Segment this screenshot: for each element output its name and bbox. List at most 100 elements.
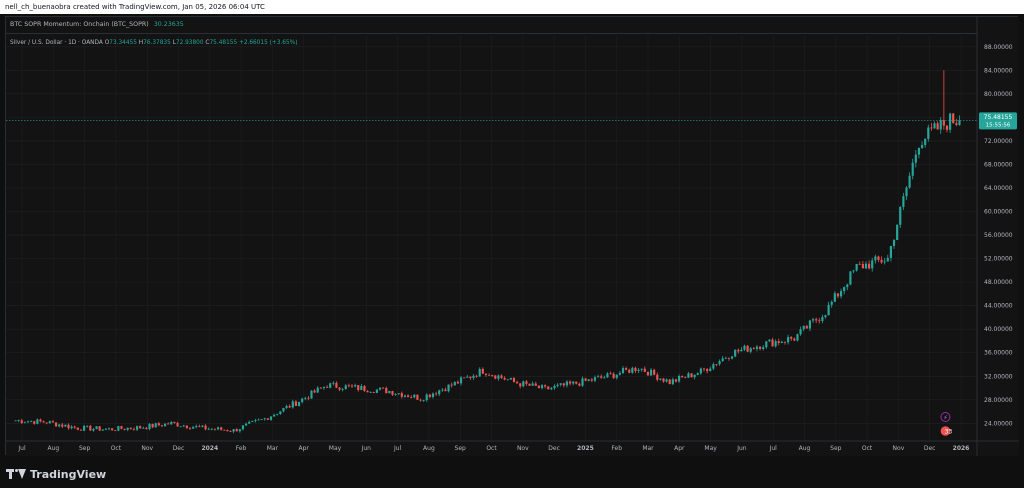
candle-body[interactable] (606, 373, 609, 378)
candle-body[interactable] (120, 426, 123, 429)
candle-body[interactable] (310, 390, 313, 399)
candle-body[interactable] (556, 384, 559, 387)
candle-body[interactable] (942, 120, 945, 126)
candle-body[interactable] (20, 420, 23, 423)
candle-body[interactable] (378, 387, 382, 390)
candle-body[interactable] (347, 385, 350, 387)
candle-body[interactable] (643, 368, 646, 372)
candle-body[interactable] (858, 263, 861, 265)
candle-body[interactable] (612, 373, 615, 378)
candle-body[interactable] (687, 373, 690, 378)
candle-body[interactable] (316, 387, 319, 393)
candle-body[interactable] (160, 425, 164, 427)
candle-body[interactable] (185, 425, 188, 428)
candle-body[interactable] (886, 257, 889, 262)
candle-body[interactable] (70, 426, 73, 429)
candle-body[interactable] (95, 426, 98, 429)
candle-body[interactable] (593, 377, 597, 381)
candle-body[interactable] (774, 341, 777, 347)
candle-body[interactable] (668, 379, 671, 385)
candle-body[interactable] (528, 383, 531, 386)
candle-body[interactable] (777, 341, 780, 343)
candle-body[interactable] (154, 423, 157, 428)
candle-body[interactable] (391, 391, 394, 395)
tradingview-logo[interactable]: TradingView (6, 467, 106, 481)
candle-body[interactable] (600, 376, 603, 378)
candle-body[interactable] (64, 424, 67, 427)
candle-body[interactable] (188, 427, 192, 429)
candle-body[interactable] (413, 394, 416, 398)
candle-body[interactable] (637, 369, 640, 371)
candle-body[interactable] (727, 357, 731, 359)
candle-body[interactable] (596, 376, 600, 378)
candle-body[interactable] (905, 187, 908, 197)
candle-body[interactable] (712, 364, 715, 369)
candle-body[interactable] (438, 390, 441, 395)
candle-body[interactable] (54, 422, 58, 427)
candle-body[interactable] (58, 424, 61, 427)
candle-body[interactable] (170, 421, 173, 425)
candle-body[interactable] (135, 426, 139, 430)
candle-body[interactable] (176, 422, 179, 427)
candle-body[interactable] (883, 261, 886, 263)
candle-body[interactable] (699, 368, 702, 374)
candle-body[interactable] (17, 420, 20, 422)
candle-body[interactable] (830, 301, 833, 305)
candle-body[interactable] (453, 381, 456, 386)
candle-body[interactable] (335, 382, 338, 388)
candle-body[interactable] (749, 348, 752, 352)
candle-body[interactable] (889, 245, 892, 258)
candle-body[interactable] (241, 425, 245, 430)
candle-body[interactable] (945, 125, 949, 130)
candle-body[interactable] (522, 381, 525, 387)
candle-body[interactable] (562, 383, 565, 386)
candle-body[interactable] (195, 426, 198, 428)
candle-body[interactable] (235, 429, 238, 432)
candle-body[interactable] (531, 383, 534, 386)
candle-body[interactable] (441, 389, 444, 391)
candle-body[interactable] (503, 377, 506, 380)
pane-divider[interactable] (6, 33, 977, 34)
candle-body[interactable] (207, 428, 210, 430)
candle-body[interactable] (39, 419, 42, 422)
candle-body[interactable] (182, 425, 185, 427)
candle-body[interactable] (721, 358, 724, 362)
candle-body[interactable] (86, 425, 89, 427)
candle-body[interactable] (768, 339, 771, 342)
candle-body[interactable] (734, 349, 737, 357)
candle-body[interactable] (568, 381, 572, 384)
candle-body[interactable] (799, 329, 802, 335)
candle-body[interactable] (827, 304, 830, 316)
candle-body[interactable] (385, 388, 388, 394)
candle-body[interactable] (506, 379, 509, 381)
candle-body[interactable] (843, 287, 846, 292)
candle-body[interactable] (123, 428, 126, 430)
candle-body[interactable] (163, 423, 167, 427)
candle-body[interactable] (257, 419, 260, 421)
candle-body[interactable] (500, 375, 503, 378)
candle-body[interactable] (366, 390, 369, 393)
candle-body[interactable] (210, 428, 213, 430)
candle-body[interactable] (908, 175, 911, 188)
candle-body[interactable] (790, 337, 793, 339)
candle-body[interactable] (855, 263, 858, 271)
candle-body[interactable] (674, 379, 678, 382)
candle-body[interactable] (836, 293, 840, 297)
candle-body[interactable] (621, 368, 625, 373)
candle-body[interactable] (653, 369, 656, 375)
candle-body[interactable] (98, 426, 101, 431)
candle-body[interactable] (89, 425, 92, 431)
candle-body[interactable] (671, 379, 674, 385)
candle-body[interactable] (76, 427, 79, 430)
candle-body[interactable] (145, 427, 148, 429)
candle-body[interactable] (307, 397, 310, 399)
candle-body[interactable] (397, 393, 400, 394)
candle-body[interactable] (553, 386, 556, 389)
candle-body[interactable] (254, 420, 257, 421)
candle-body[interactable] (288, 406, 291, 408)
candle-body[interactable] (406, 395, 410, 398)
candle-body[interactable] (201, 425, 204, 427)
candle-body[interactable] (684, 377, 687, 378)
candle-body[interactable] (382, 387, 385, 389)
candle-body[interactable] (167, 423, 170, 425)
